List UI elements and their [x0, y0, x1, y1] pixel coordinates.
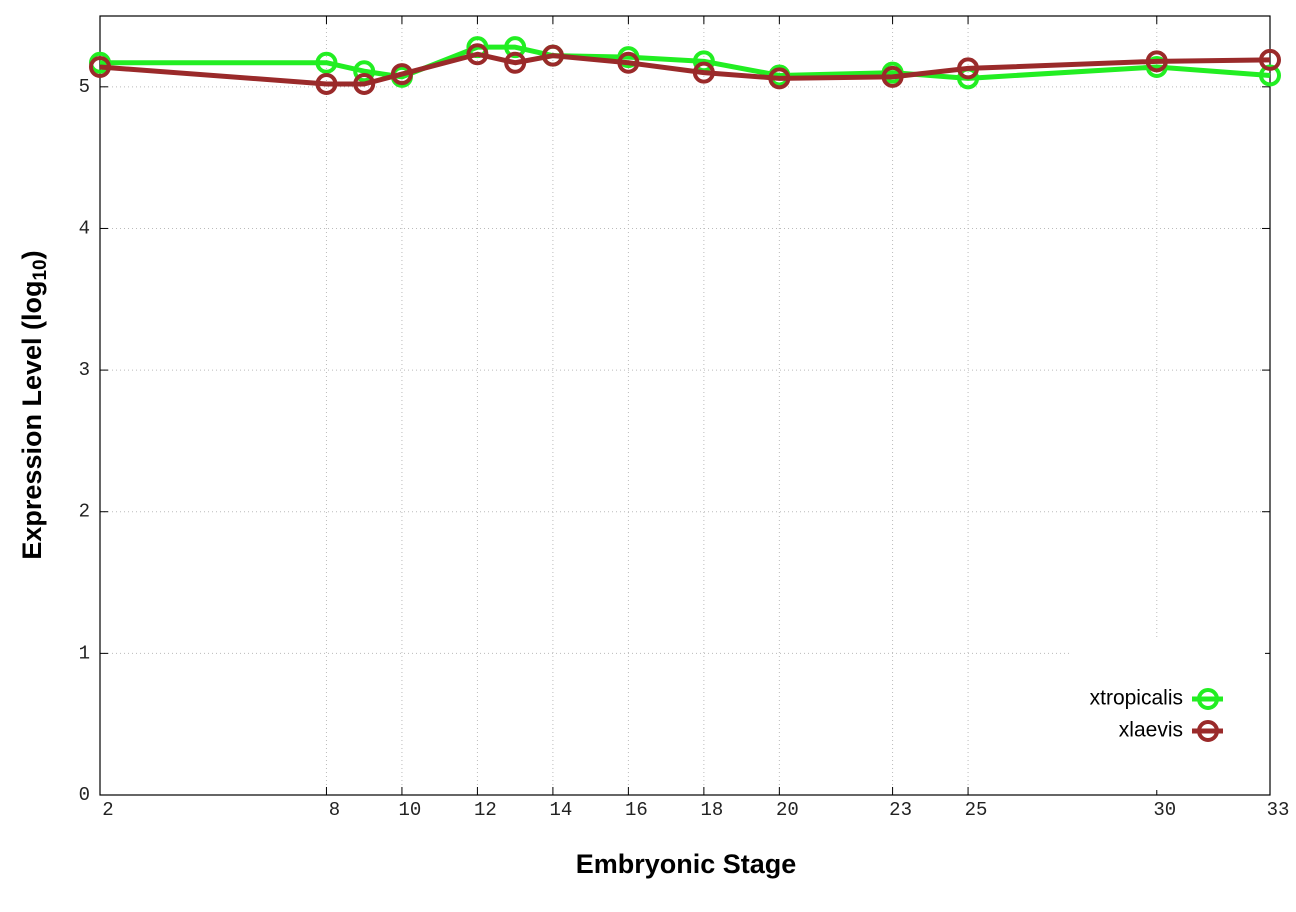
- series-line: [99, 51, 1271, 87]
- x-tick-label: 2: [102, 799, 113, 821]
- data-point: [89, 55, 111, 78]
- y-tick-label: 1: [79, 642, 90, 664]
- data-point: [466, 43, 489, 66]
- plot-frame: [99, 15, 1271, 796]
- x-tick-label: 12: [474, 799, 497, 821]
- data-point: [692, 61, 715, 84]
- data-point: [957, 57, 980, 80]
- y-axis-label: Expression Level (log10): [17, 250, 51, 559]
- x-tick-label: 10: [399, 799, 422, 821]
- y-axis-label-end: ): [17, 250, 47, 259]
- x-tick-label: 30: [1153, 799, 1176, 821]
- x-tick-label: 8: [329, 799, 340, 821]
- legend-marker: [1197, 720, 1219, 742]
- legend-label: xlaevis: [1119, 719, 1183, 742]
- y-tick-label: 4: [79, 217, 90, 239]
- data-point: [1259, 48, 1281, 71]
- data-point: [1145, 50, 1168, 73]
- legend-marker: [1197, 688, 1219, 710]
- data-point: [390, 63, 413, 86]
- y-tick-label: 3: [79, 359, 90, 381]
- x-tick-label: 33: [1267, 799, 1290, 821]
- y-axis-label-main: Expression Level (log: [17, 281, 47, 560]
- data-point: [353, 72, 376, 95]
- x-tick-label: 16: [625, 799, 648, 821]
- x-tick-label: 20: [776, 799, 799, 821]
- x-axis-label: Embryonic Stage: [576, 849, 797, 879]
- series-line: [100, 44, 1271, 81]
- x-tick-label: 14: [549, 799, 572, 821]
- data-point: [541, 44, 564, 67]
- y-tick-label: 5: [79, 76, 90, 98]
- y-tick-label: 2: [79, 501, 90, 523]
- data-point: [315, 72, 338, 95]
- data-point: [1259, 64, 1281, 87]
- data-point: [353, 60, 376, 83]
- legend-label: xtropicalis: [1090, 687, 1183, 710]
- data-point: [315, 51, 338, 74]
- data-point: [768, 67, 791, 90]
- x-tick-label: 23: [889, 799, 912, 821]
- data-point: [617, 51, 640, 74]
- data-point: [504, 51, 527, 74]
- x-tick-label: 25: [965, 799, 988, 821]
- y-axis-label-sub: 10: [30, 259, 51, 280]
- y-tick-label: 0: [79, 784, 90, 806]
- data-point: [881, 65, 904, 88]
- data-point: [504, 36, 527, 59]
- x-tick-label: 18: [700, 799, 723, 821]
- legend-background: [1070, 640, 1265, 790]
